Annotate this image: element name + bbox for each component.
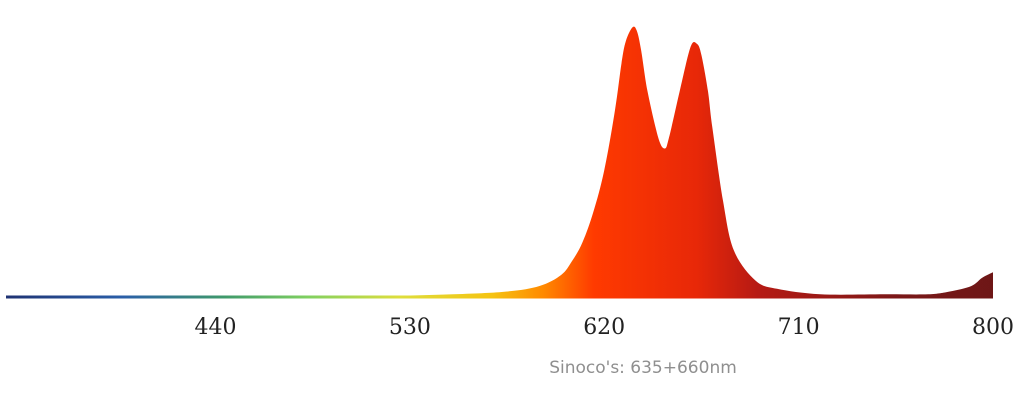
- x-tick-label: 710: [778, 315, 820, 340]
- x-tick-label: 530: [389, 315, 431, 340]
- x-tick-label: 440: [195, 315, 237, 340]
- x-tick-label: 800: [972, 315, 1014, 340]
- spectrum-series-area: [6, 26, 993, 298]
- x-axis-ticks: 440 530 620 710 800: [195, 315, 1015, 340]
- x-tick-label: 620: [583, 315, 625, 340]
- chart-caption: Sinoco's: 635+660nm: [549, 358, 737, 378]
